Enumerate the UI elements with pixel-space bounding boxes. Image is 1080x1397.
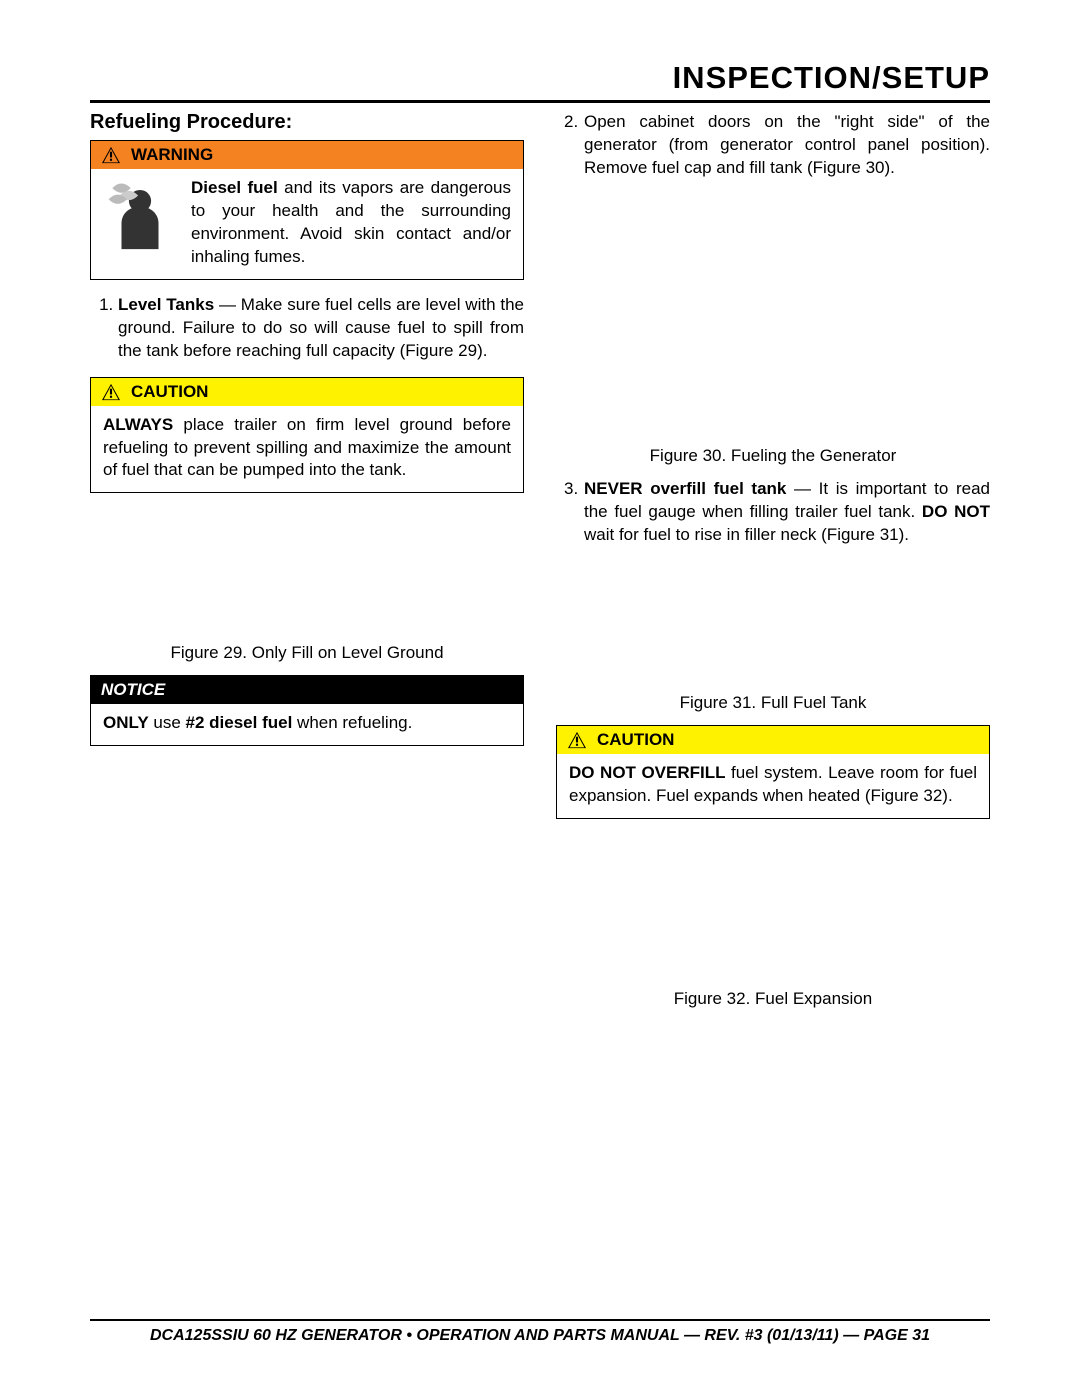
figure-32-caption: Figure 32. Fuel Expansion (556, 989, 990, 1009)
step3-rest: wait for fuel to rise in filler neck (Fi… (584, 525, 909, 544)
warning-bold: Diesel fuel (191, 178, 278, 197)
warning-body: Diesel fuel and its vapors are dangerous… (91, 169, 523, 279)
notice-box: NOTICE ONLY use #2 diesel fuel when refu… (90, 675, 524, 746)
notice-mid: use (149, 713, 186, 732)
warning-triangle-icon (101, 146, 121, 164)
figure-29-caption: Figure 29. Only Fill on Level Ground (90, 643, 524, 663)
caution2-header: CAUTION (557, 726, 989, 754)
notice-body: ONLY use #2 diesel fuel when refueling. (91, 704, 523, 745)
warning-label: WARNING (131, 145, 213, 165)
caution1-label: CAUTION (131, 382, 208, 402)
warning-header: WARNING (91, 141, 523, 169)
figure-30-caption: Figure 30. Fueling the Generator (556, 446, 990, 466)
caution1-header: CAUTION (91, 378, 523, 406)
title-rule (90, 100, 990, 103)
warning-box: WARNING Diesel fuel and its vapors are d… (90, 140, 524, 280)
footer-rule (90, 1319, 990, 1321)
notice-rest: when refueling. (292, 713, 412, 732)
figure-30-placeholder (556, 190, 990, 440)
figure-31-caption: Figure 31. Full Fuel Tank (556, 693, 990, 713)
step-list-left: Level Tanks — Make sure fuel cells are l… (90, 294, 524, 363)
caution2-label: CAUTION (597, 730, 674, 750)
figure-32-placeholder (556, 833, 990, 983)
step3-bold2: DO NOT (922, 502, 990, 521)
left-column: Refueling Procedure: WARNING (90, 111, 524, 1021)
manual-page: INSPECTION/SETUP Refueling Procedure: WA… (0, 0, 1080, 1397)
notice-bold1: ONLY (103, 713, 149, 732)
page-title: INSPECTION/SETUP (90, 60, 990, 96)
caution-box-1: CAUTION ALWAYS place trailer on firm lev… (90, 377, 524, 494)
refueling-heading: Refueling Procedure: (90, 111, 524, 134)
notice-bold2: #2 diesel fuel (186, 713, 293, 732)
warning-text: Diesel fuel and its vapors are dangerous… (191, 177, 511, 269)
figure-31-placeholder (556, 557, 990, 687)
step-2: 2.Open cabinet doors on the "right side"… (556, 111, 990, 180)
footer-text: DCA125SSIU 60 HZ GENERATOR • OPERATION A… (90, 1327, 990, 1345)
caution2-bold: DO NOT OVERFILL (569, 763, 726, 782)
page-footer: DCA125SSIU 60 HZ GENERATOR • OPERATION A… (90, 1319, 990, 1345)
notice-header: NOTICE (91, 676, 523, 704)
caution-triangle-icon (101, 383, 121, 401)
step-3: 3.NEVER overfill fuel tank — It is impor… (556, 478, 990, 547)
inhalation-hazard-icon (103, 177, 177, 251)
caution1-bold: ALWAYS (103, 415, 173, 434)
step-1: Level Tanks — Make sure fuel cells are l… (118, 294, 524, 363)
right-column: 2.Open cabinet doors on the "right side"… (556, 111, 990, 1021)
caution2-body: DO NOT OVERFILL fuel system. Leave room … (557, 754, 989, 818)
caution-triangle-icon-2 (567, 731, 587, 749)
step3-bold1: NEVER overfill fuel tank (584, 479, 786, 498)
figure-29-placeholder (90, 507, 524, 637)
step1-bold: Level Tanks (118, 295, 214, 314)
step2-text: Open cabinet doors on the "right side" o… (584, 112, 990, 177)
caution-box-2: CAUTION DO NOT OVERFILL fuel system. Lea… (556, 725, 990, 819)
content-columns: Refueling Procedure: WARNING (90, 111, 990, 1021)
caution1-body: ALWAYS place trailer on firm level groun… (91, 406, 523, 493)
step3-num: 3. (564, 478, 584, 501)
notice-label: NOTICE (101, 680, 165, 700)
step2-num: 2. (564, 111, 584, 134)
